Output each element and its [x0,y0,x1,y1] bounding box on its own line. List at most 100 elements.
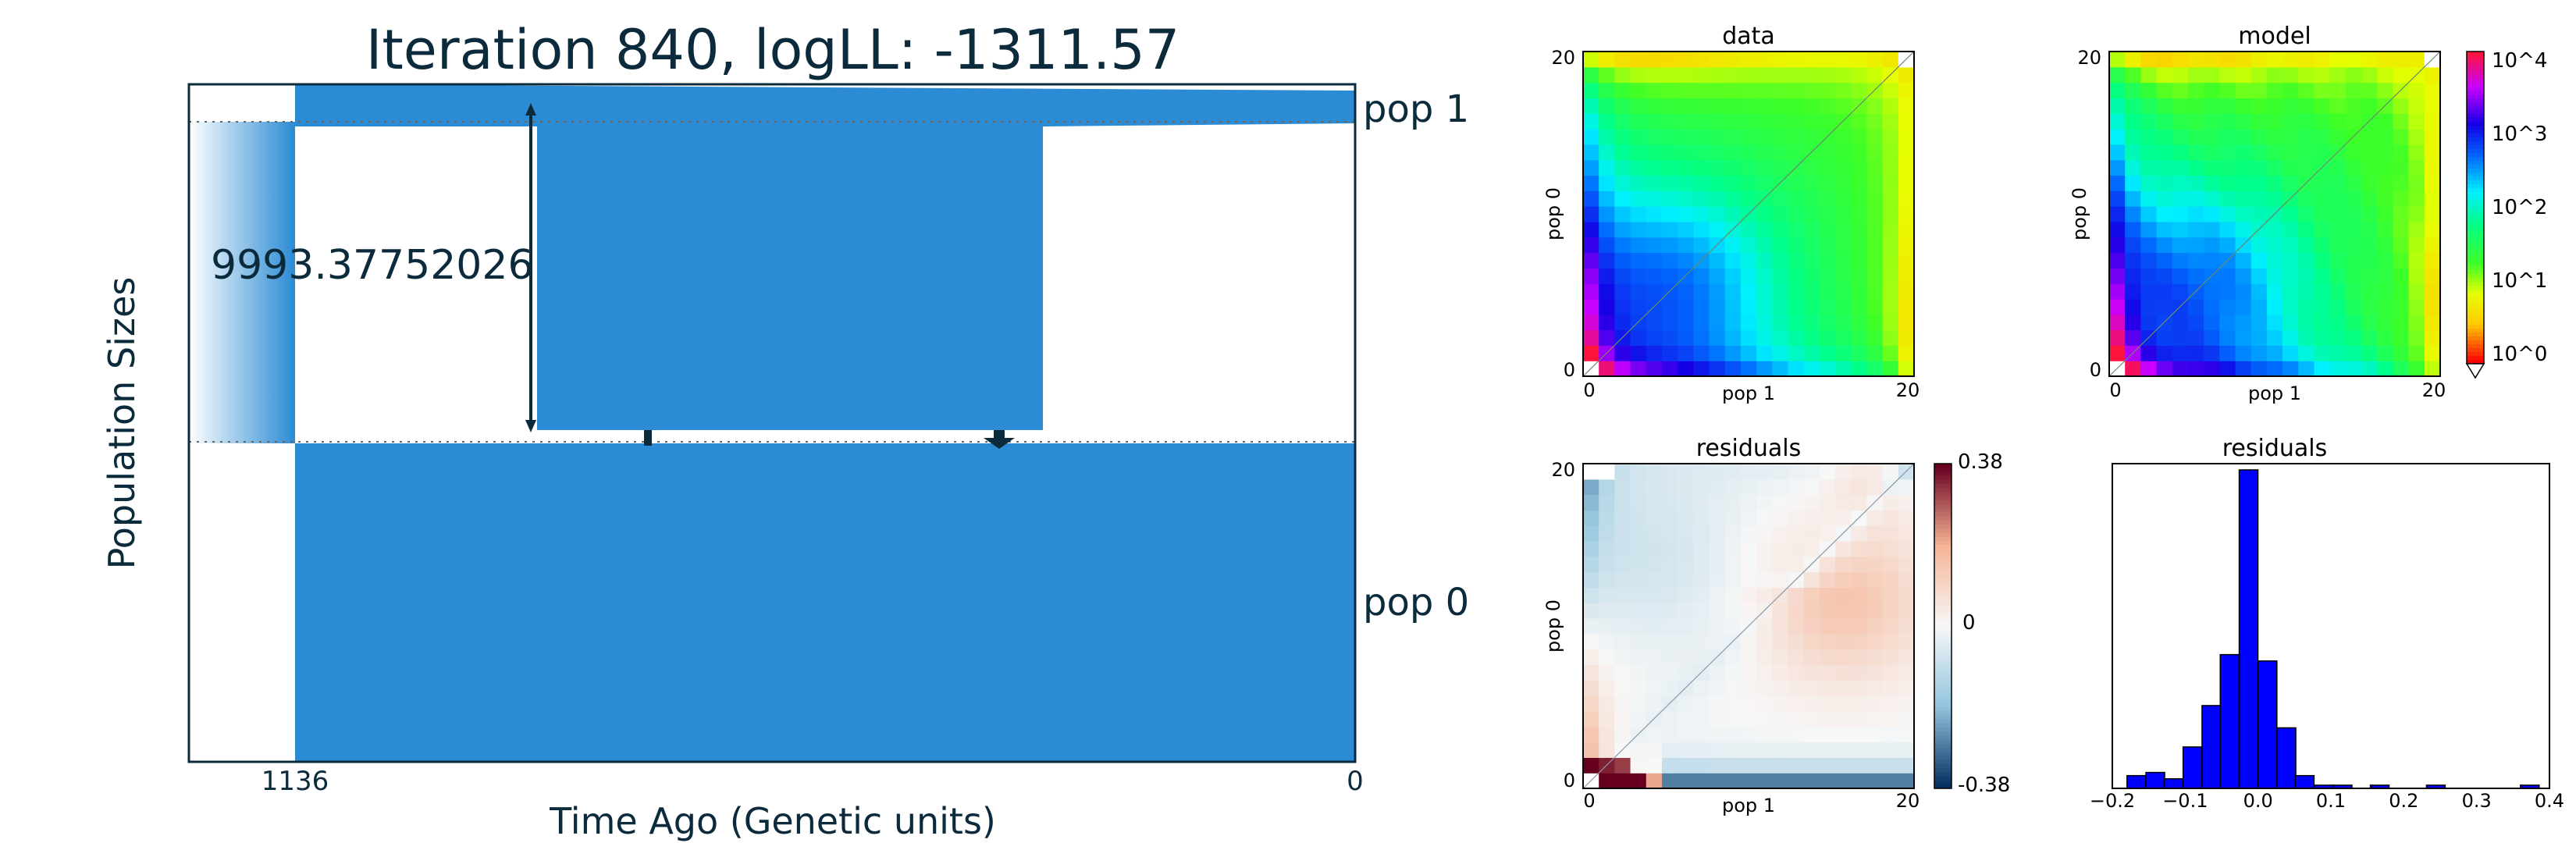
residuals-histogram-frame [2112,463,2550,789]
heatmap-cell [1882,283,1899,300]
heatmap-cell [2393,329,2410,346]
heatmap-cell [1740,298,1757,315]
heatmap-cell [1882,329,1899,346]
heatmap-cell [1599,726,1615,743]
heatmap-cell [1678,757,1694,774]
heatmap-cell [2345,52,2362,68]
data-heatmap-ylabel: pop 0 [1542,187,1564,240]
heatmap-cell [2424,98,2441,114]
heatmap-cell [2345,329,2362,346]
colorbar-swatch [1934,545,1952,550]
colorbar-swatch [2467,251,2484,255]
heatmap-cell [2377,190,2394,207]
heatmap-cell [1835,361,1852,377]
heatmap-cell [1803,633,1820,650]
heatmap-cell [1866,221,1884,238]
heatmap-cell [2282,268,2299,284]
heatmap-cell [1646,268,1663,284]
heatmap-cell [1583,52,1599,68]
heatmap-cell [1599,742,1615,758]
heatmap-cell [1709,664,1726,681]
heatmap-cell [1788,695,1805,712]
heatmap-cell [2345,283,2362,300]
heatmap-cell [2266,314,2283,331]
heatmap-cell [1740,664,1757,681]
heatmap-cell [1898,680,1915,696]
residuals-heatmap-ytick-0: 0 [1564,770,1575,791]
heatmap-cell [2314,98,2331,114]
heatmap-cell [1614,680,1631,696]
heatmap-cell [1819,66,1836,84]
heatmap-cell [1630,329,1647,346]
heatmap-cell [2250,129,2268,145]
heatmap-cell [1740,478,1757,496]
heatmap-cell [2204,159,2220,176]
heatmap-cell [2329,298,2347,315]
heatmap-cell [1898,113,1915,130]
heatmap-cell [1678,587,1694,603]
heatmap-cell [1583,66,1599,84]
heatmap-cell [1740,525,1757,542]
demography-frame [187,83,1357,763]
colorbar-swatch [2467,278,2484,283]
histogram-bar [2145,771,2165,789]
heatmap-cell [2219,298,2236,315]
heatmap-cell [1709,175,1726,191]
heatmap-cell [1788,52,1805,68]
heatmap-cell [2235,66,2252,84]
heatmap-cell [1756,66,1773,84]
colorbar-swatch [1934,739,1952,745]
heatmap-cell [1851,649,1868,666]
heatmap-cell [1693,268,1710,284]
heatmap-cell [1898,345,1915,361]
heatmap-cell [1599,82,1615,99]
heatmap-cell [1835,206,1852,222]
colorbar-swatch [2467,173,2484,177]
heatmap-cell [2329,129,2347,145]
heatmap-cell [1819,464,1836,480]
heatmap-cell [1788,510,1805,526]
heatmap-cell [2314,175,2331,191]
heatmap-cell [2187,98,2204,114]
heatmap-cell [1599,314,1615,331]
heatmap-cell [1803,726,1820,743]
heatmap-cell [1630,98,1647,114]
heatmap-cell [1724,680,1742,696]
colorbar-swatch [1934,638,1952,643]
heatmap-cell [1756,525,1773,542]
colorbar-swatch [1934,763,1952,769]
heatmap-cell [2156,113,2173,130]
colorbar-swatch [1934,560,1952,566]
heatmap-cell [2219,206,2236,222]
heatmap-cell [1709,556,1726,573]
heatmap-cell [2125,221,2141,238]
heatmap-cell [2250,206,2268,222]
heatmap-cell [2361,329,2378,346]
heatmap-cell [2361,159,2378,176]
heatmap-cell [1630,664,1647,681]
heatmap-cell [1599,464,1615,480]
colorbar-swatch [2467,91,2484,95]
heatmap-cell [1740,494,1757,511]
colorbar-swatch [2467,290,2484,294]
heatmap-cell [1614,237,1631,254]
heatmap-cell [1646,314,1663,331]
heatmap-cell [1835,298,1852,315]
heatmap-cell [1772,510,1789,526]
heatmap-cell [2109,129,2126,145]
heatmap-cell [2345,221,2362,238]
heatmap-cell [1709,633,1726,650]
heatmap-cell [1724,113,1742,130]
residuals-heatmap-xtick-20: 20 [1896,790,1920,812]
heatmap-cell [2377,329,2394,346]
colorbar-swatch [2467,254,2484,259]
heatmap-cell [1583,144,1599,161]
heatmap-cell [1678,510,1694,526]
heatmap-cell [2329,221,2347,238]
heatmap-cell [2408,329,2425,346]
histogram-xtick-label: 0.2 [2389,790,2418,812]
heatmap-cell [2282,314,2299,331]
heatmap-cell [2125,237,2141,254]
heatmap-cell [1724,494,1742,511]
heatmap-cell [1788,82,1805,99]
